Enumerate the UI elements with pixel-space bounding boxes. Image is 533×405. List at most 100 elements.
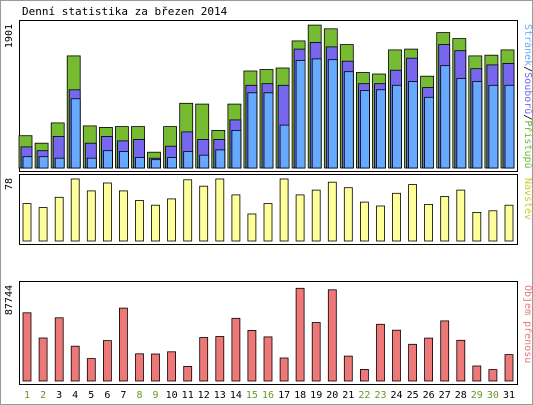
bar-traffic-day-4: [70, 345, 80, 382]
bar-visits-day-16: [263, 203, 273, 242]
bar-traffic-day-25: [408, 343, 418, 382]
bar-strnek-day-30: [488, 84, 499, 169]
day-label-19: 19: [310, 390, 322, 401]
bar-strnek-day-26: [424, 96, 435, 169]
bar-visits-day-29: [472, 211, 482, 242]
bar-strnek-day-11: [183, 151, 194, 169]
day-label-3: 3: [56, 390, 62, 401]
bar-traffic-day-18: [295, 287, 305, 382]
day-label-11: 11: [182, 390, 194, 401]
bar-visits-day-14: [231, 194, 241, 242]
bar-strnek-day-18: [295, 60, 306, 169]
bar-traffic-day-20: [327, 289, 337, 382]
bar-strnek-day-9: [151, 159, 161, 169]
day-label-21: 21: [342, 390, 354, 401]
bar-visits-day-18: [295, 194, 305, 242]
bar-traffic-day-23: [376, 323, 385, 382]
day-label-4: 4: [72, 390, 78, 401]
bar-strnek-day-24: [392, 84, 402, 169]
bar-strnek-day-14: [231, 129, 242, 169]
bar-strnek-day-28: [456, 78, 467, 169]
bar-strnek-day-10: [167, 157, 178, 169]
bar-traffic-day-5: [86, 358, 96, 382]
bar-traffic-day-10: [167, 351, 177, 382]
bar-strnek-day-23: [376, 89, 386, 169]
bar-traffic-day-6: [103, 340, 112, 382]
day-label-26: 26: [423, 390, 435, 401]
bar-strnek-day-31: [504, 84, 515, 169]
bar-traffic-day-24: [392, 329, 401, 382]
bar-strnek-day-8: [135, 157, 145, 169]
panel-3: 87744 Objem přenosu: [4, 281, 533, 385]
bar-traffic-day-22: [359, 368, 369, 382]
bar-visits-day-4: [70, 178, 80, 242]
bar-visits-day-12: [199, 185, 209, 242]
day-label-14: 14: [230, 390, 242, 401]
bar-visits-day-19: [311, 189, 321, 242]
bar-traffic-day-29: [472, 365, 482, 382]
bar-strnek-day-12: [199, 154, 210, 169]
bar-visits-day-27: [440, 196, 450, 242]
day-label-13: 13: [214, 390, 226, 401]
bar-traffic-day-11: [183, 365, 193, 382]
day-label-20: 20: [326, 390, 338, 401]
bar-strnek-day-2: [38, 156, 49, 169]
bar-traffic-day-28: [456, 339, 466, 382]
bar-traffic-day-30: [488, 369, 498, 382]
bar-visits-day-31: [504, 204, 514, 242]
panel-max-label: 87744: [4, 285, 15, 315]
chart-title: Denní statistika za březen 2014: [22, 5, 228, 18]
bar-traffic-day-1: [22, 312, 32, 382]
bar-traffic-day-17: [279, 357, 289, 382]
bar-traffic-day-19: [311, 322, 321, 382]
bar-traffic-day-21: [343, 355, 353, 382]
bar-traffic-day-2: [38, 337, 48, 382]
bar-visits-day-23: [376, 205, 385, 242]
panel-legend: Stránek/Souborů/Přístupů: [522, 24, 533, 169]
day-label-29: 29: [471, 390, 483, 401]
bar-visits-day-9: [151, 204, 160, 242]
day-label-16: 16: [262, 390, 274, 401]
bar-traffic-day-12: [199, 337, 209, 382]
bar-visits-day-25: [408, 184, 418, 242]
bar-traffic-day-3: [54, 317, 64, 382]
bar-traffic-day-7: [119, 307, 128, 382]
bar-strnek-day-29: [472, 81, 483, 169]
bar-strnek-day-16: [263, 92, 274, 169]
bar-strnek-day-7: [119, 151, 129, 169]
bar-strnek-day-5: [86, 157, 97, 169]
panel-legend: Návštěv: [522, 178, 533, 220]
bar-traffic-day-9: [151, 353, 160, 382]
bar-traffic-day-27: [440, 320, 450, 382]
bar-visits-day-30: [488, 210, 498, 242]
bar-visits-day-15: [247, 213, 257, 242]
bar-traffic-day-13: [215, 336, 225, 382]
day-label-10: 10: [166, 390, 178, 401]
bar-visits-day-5: [86, 190, 96, 242]
bar-strnek-day-6: [103, 150, 113, 169]
day-label-31: 31: [503, 390, 515, 401]
legend-item: Objem přenosu: [522, 285, 533, 363]
panel-max-label: 1901: [4, 24, 15, 48]
bar-visits-day-1: [22, 203, 32, 242]
bar-visits-day-24: [392, 192, 401, 242]
panel-max-label: 78: [4, 178, 15, 190]
bar-strnek-day-25: [408, 81, 419, 169]
bar-strnek-day-17: [279, 124, 290, 169]
bar-visits-day-20: [327, 181, 337, 242]
bar-visits-day-3: [54, 196, 64, 242]
day-label-5: 5: [88, 390, 94, 401]
day-label-27: 27: [439, 390, 451, 401]
panel-1: 1901 Stránek/Souborů/Přístupů: [4, 20, 533, 172]
bar-strnek-day-15: [247, 92, 258, 169]
day-label-22: 22: [358, 390, 370, 401]
bar-traffic-day-26: [424, 337, 434, 382]
legend-item: Návštěv: [522, 178, 533, 220]
day-label-25: 25: [407, 390, 419, 401]
day-label-7: 7: [120, 390, 126, 401]
bar-traffic-day-31: [504, 354, 514, 382]
bar-traffic-day-15: [247, 329, 257, 382]
day-label-2: 2: [40, 390, 46, 401]
